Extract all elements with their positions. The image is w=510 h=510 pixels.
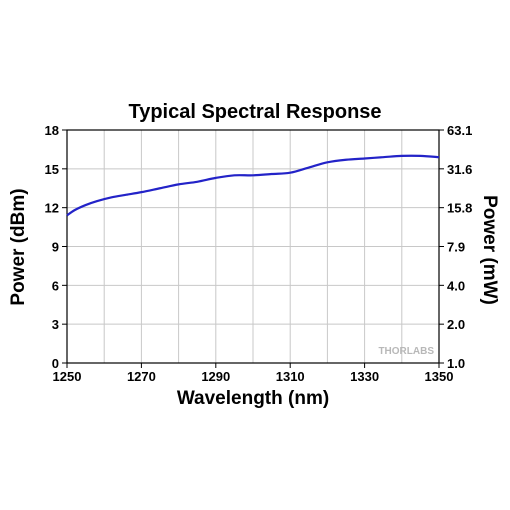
y-tick-label: 15 xyxy=(45,162,59,177)
x-tick-label: 1270 xyxy=(127,369,156,384)
y-right-tick-label: 7.9 xyxy=(447,240,465,255)
x-tick-label: 1330 xyxy=(350,369,379,384)
y-tick-label: 18 xyxy=(45,123,59,138)
y-tick-label: 12 xyxy=(45,201,59,216)
y-tick-labels: 0 3 6 9 12 15 18 xyxy=(45,123,59,371)
x-axis-label: Wavelength (nm) xyxy=(177,388,329,409)
grid xyxy=(67,130,439,363)
y-tick-label: 9 xyxy=(52,240,59,255)
tick-marks xyxy=(62,129,444,368)
x-tick-label: 1350 xyxy=(425,369,454,384)
y-tick-label: 3 xyxy=(52,317,59,332)
y-axis-label: Power (dBm) xyxy=(8,188,29,305)
y-right-axis-label: Power (mW) xyxy=(479,195,500,305)
y-right-tick-label: 2.0 xyxy=(447,317,465,332)
thorlabs-watermark: THORLABS xyxy=(378,346,434,357)
x-tick-label: 1250 xyxy=(53,369,82,384)
x-tick-label: 1310 xyxy=(276,369,305,384)
y-right-tick-label: 1.0 xyxy=(447,356,465,371)
plot-frame xyxy=(66,129,440,364)
spectral-response-line xyxy=(66,154,440,217)
y-tick-label: 0 xyxy=(52,356,59,371)
y-right-tick-label: 63.1 xyxy=(447,123,472,138)
y-right-tick-label: 31.6 xyxy=(447,162,472,177)
chart-title: Typical Spectral Response xyxy=(128,101,381,123)
y-right-tick-label: 15.8 xyxy=(447,201,472,216)
y-right-tick-labels: 1.0 2.0 4.0 7.9 15.8 31.6 63.1 xyxy=(447,123,472,371)
y-tick-label: 6 xyxy=(52,278,59,293)
series-layer xyxy=(66,154,440,217)
x-tick-label: 1290 xyxy=(201,369,230,384)
x-tick-labels: 1250 1270 1290 1310 1330 1350 xyxy=(53,369,454,384)
y-right-tick-label: 4.0 xyxy=(447,278,465,293)
